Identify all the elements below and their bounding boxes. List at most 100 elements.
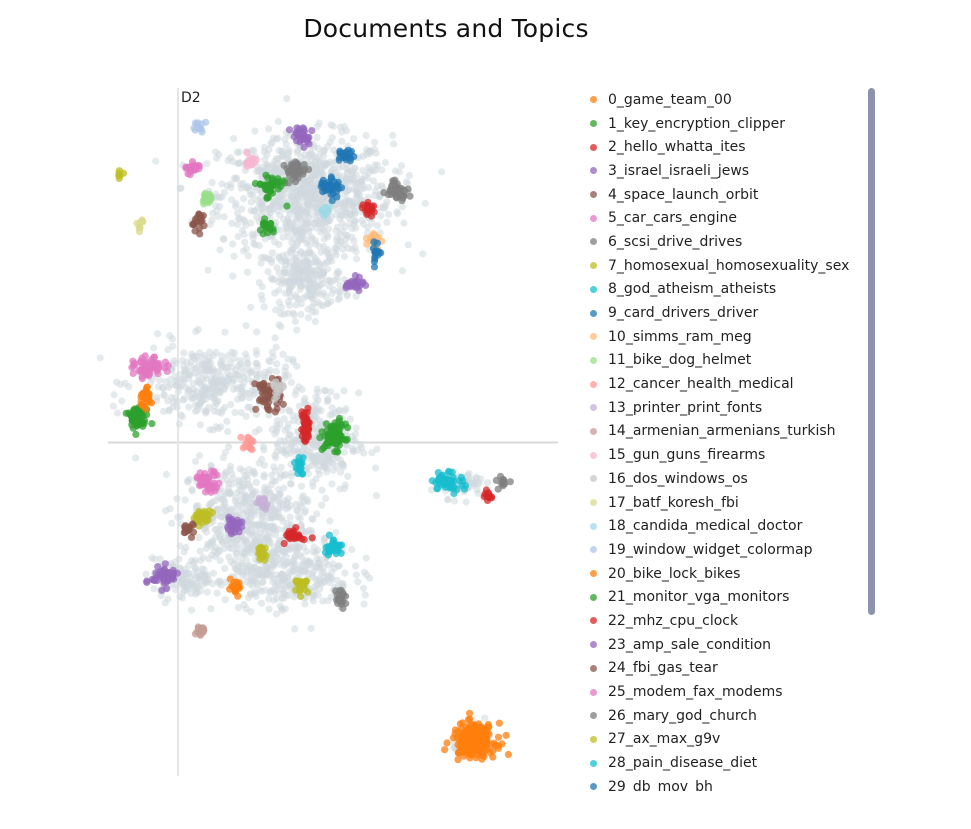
legend-item[interactable]: 20_bike_lock_bikes <box>584 562 874 586</box>
document-point-unassigned <box>326 517 334 525</box>
topic-series-27 <box>115 167 312 601</box>
document-point-unassigned <box>182 578 190 587</box>
document-point-unassigned <box>324 249 332 257</box>
document-point-unassigned <box>160 392 168 400</box>
document-point-unassigned <box>110 391 118 399</box>
legend-item[interactable]: 12_cancer_health_medical <box>584 372 874 396</box>
document-point-unassigned <box>381 159 389 167</box>
document-point-unassigned <box>229 240 237 248</box>
document-point-unassigned <box>287 472 296 480</box>
document-point-unassigned <box>218 513 226 521</box>
document-point <box>138 420 146 428</box>
document-point-unassigned <box>282 505 291 513</box>
document-point <box>228 582 236 590</box>
topic-series-26 <box>492 472 514 493</box>
legend-item[interactable]: 28_pain_disease_diet <box>584 751 874 775</box>
document-point <box>346 157 354 165</box>
legend-item[interactable]: 5_car_cars_engine <box>584 206 874 230</box>
legend-scrollbar[interactable] <box>868 88 875 615</box>
document-point <box>370 263 379 271</box>
document-point-unassigned <box>271 506 279 515</box>
legend-item[interactable]: 4_space_launch_orbit <box>584 183 874 207</box>
document-point-unassigned <box>303 496 311 504</box>
legend-item[interactable]: 29_db_mov_bh <box>584 775 874 793</box>
legend-item[interactable]: 18_candida_medical_doctor <box>584 514 874 538</box>
topic-series-9 <box>317 146 358 205</box>
legend-item[interactable]: 6_scsi_drive_drives <box>584 230 874 254</box>
legend-item[interactable]: 11_bike_dog_helmet <box>584 349 874 373</box>
document-point-unassigned <box>187 606 196 614</box>
legend-item[interactable]: 0_game_team_00 <box>584 88 874 112</box>
document-point-unassigned <box>301 443 309 451</box>
document-point-unassigned <box>280 310 288 318</box>
document-point-unassigned <box>394 210 402 218</box>
topic-series-12 <box>237 433 257 454</box>
legend-item[interactable]: 19_window_widget_colormap <box>584 538 874 562</box>
document-point-unassigned <box>328 574 336 582</box>
legend-item[interactable]: 17_batf_koresh_fbi <box>584 491 874 515</box>
legend-label: 9_card_drivers_driver <box>608 305 759 322</box>
document-point-unassigned <box>315 119 323 127</box>
legend-item[interactable]: 16_dos_windows_os <box>584 467 874 491</box>
document-point <box>259 380 268 388</box>
document-point-unassigned <box>189 581 197 589</box>
document-point-unassigned <box>201 383 209 391</box>
legend-item[interactable]: 22_mhz_cpu_clock <box>584 609 874 633</box>
document-point-unassigned <box>278 280 286 288</box>
document-point-unassigned <box>352 292 360 300</box>
legend-item[interactable]: 21_monitor_vga_monitors <box>584 585 874 609</box>
legend-item[interactable]: 2_hello_whatta_ites <box>584 135 874 159</box>
legend-item[interactable]: 8_god_atheism_atheists <box>584 278 874 302</box>
document-point <box>393 186 401 194</box>
document-point <box>373 239 381 247</box>
document-point-unassigned <box>175 420 183 428</box>
legend-item[interactable]: 23_amp_sale_condition <box>584 633 874 657</box>
document-point-unassigned <box>231 409 239 417</box>
document-point <box>443 739 451 747</box>
document-point-unassigned <box>444 496 452 504</box>
document-point <box>272 389 280 397</box>
document-point-unassigned <box>310 591 318 600</box>
legend-item[interactable]: 14_armenian_armenians_turkish <box>584 420 874 444</box>
document-point-unassigned <box>332 528 340 537</box>
legend-item[interactable]: 27_ax_max_g9v <box>584 728 874 752</box>
document-point-unassigned <box>244 594 253 602</box>
document-point <box>340 154 349 162</box>
legend-item[interactable]: 24_fbi_gas_tear <box>584 657 874 681</box>
document-point <box>441 483 450 491</box>
document-point-unassigned <box>169 403 177 411</box>
document-point-unassigned <box>272 306 280 314</box>
document-point-unassigned <box>237 496 245 505</box>
document-point <box>264 193 272 202</box>
legend-item[interactable]: 10_simms_ram_meg <box>584 325 874 349</box>
document-point-unassigned <box>348 545 356 554</box>
legend-label: 11_bike_dog_helmet <box>608 352 752 369</box>
document-point-unassigned <box>280 415 288 423</box>
document-point-unassigned <box>308 293 316 301</box>
legend-marker <box>590 262 597 270</box>
legend-item[interactable]: 1_key_encryption_clipper <box>584 112 874 136</box>
document-point-unassigned <box>252 370 260 378</box>
document-point-unassigned <box>157 592 165 600</box>
legend-item[interactable]: 15_gun_guns_firearms <box>584 443 874 467</box>
document-point <box>344 279 352 287</box>
document-point <box>355 273 363 281</box>
legend-item[interactable]: 3_israel_israeli_jews <box>584 159 874 183</box>
document-point-unassigned <box>203 160 211 168</box>
document-point <box>162 585 171 593</box>
document-point-unassigned <box>343 232 351 240</box>
document-point-unassigned <box>252 347 260 355</box>
document-point-unassigned <box>159 407 167 415</box>
legend[interactable]: 0_game_team_00 1_key_encryption_clipper 2_… <box>584 88 874 793</box>
document-point-unassigned <box>231 556 239 564</box>
document-point-unassigned <box>280 547 288 555</box>
document-point <box>489 753 497 761</box>
legend-item[interactable]: 26_mary_god_church <box>584 704 874 728</box>
document-point-unassigned <box>242 322 250 330</box>
topic-series-22 <box>480 486 496 505</box>
legend-item[interactable]: 25_modem_fax_modems <box>584 680 874 704</box>
legend-item[interactable]: 7_homosexual_homosexuality_sex <box>584 254 874 278</box>
document-point-unassigned <box>304 261 312 269</box>
legend-item[interactable]: 13_printer_print_fonts <box>584 396 874 420</box>
legend-item[interactable]: 9_card_drivers_driver <box>584 301 874 325</box>
